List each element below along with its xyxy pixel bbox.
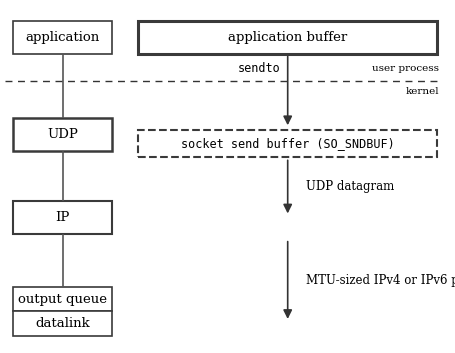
Text: output queue: output queue [18, 293, 107, 306]
Bar [14, 201, 111, 234]
Bar [14, 21, 111, 54]
Text: sendto: sendto [238, 62, 281, 75]
Text: application buffer: application buffer [228, 31, 347, 44]
Bar [138, 130, 437, 157]
Bar [14, 311, 111, 336]
Text: MTU-sized IPv4 or IPv6 packets: MTU-sized IPv4 or IPv6 packets [306, 274, 455, 287]
Bar [138, 21, 437, 54]
Text: IP: IP [56, 211, 70, 224]
Text: UDP: UDP [47, 128, 78, 140]
Text: socket send buffer (SO_SNDBUF): socket send buffer (SO_SNDBUF) [181, 137, 394, 150]
Bar [14, 287, 111, 311]
Text: UDP datagram: UDP datagram [306, 180, 394, 193]
Text: kernel: kernel [406, 87, 439, 96]
Text: application: application [25, 31, 100, 44]
Text: datalink: datalink [35, 317, 90, 330]
Text: user process: user process [372, 64, 439, 73]
Bar [14, 118, 111, 151]
